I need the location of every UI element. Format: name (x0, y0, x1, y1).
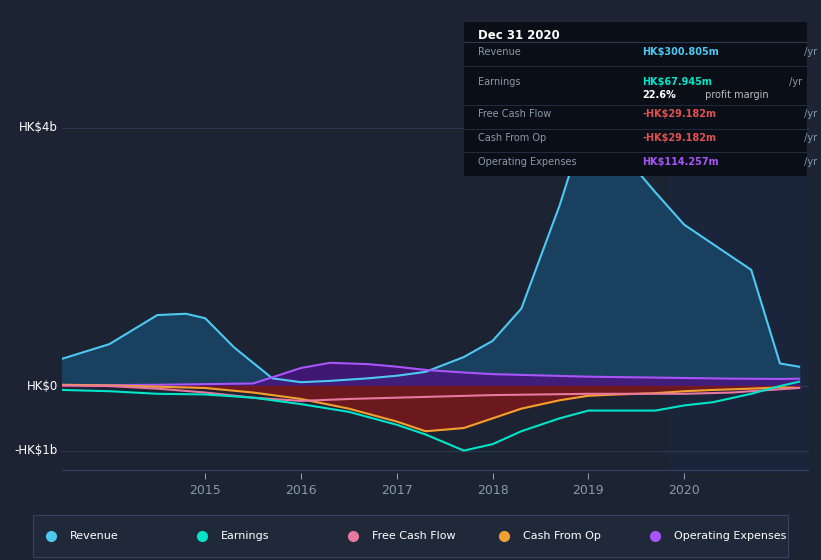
Text: /yr: /yr (787, 77, 803, 87)
Text: /yr: /yr (800, 133, 817, 143)
Text: HK$300.805m: HK$300.805m (642, 47, 719, 57)
Text: profit margin: profit margin (703, 90, 769, 100)
Text: HK$0: HK$0 (26, 380, 57, 393)
Text: HK$114.257m: HK$114.257m (642, 157, 719, 167)
Text: /yr: /yr (800, 47, 817, 57)
Bar (670, 50, 809, 473)
Text: Operating Expenses: Operating Expenses (674, 531, 787, 541)
Text: Dec 31 2020: Dec 31 2020 (478, 29, 559, 41)
Text: 22.6%: 22.6% (642, 90, 676, 100)
Text: Revenue: Revenue (478, 47, 521, 57)
Text: /yr: /yr (800, 109, 817, 119)
Text: Earnings: Earnings (478, 77, 520, 87)
Text: /yr: /yr (800, 157, 817, 167)
Text: Free Cash Flow: Free Cash Flow (372, 531, 456, 541)
Text: Cash From Op: Cash From Op (523, 531, 601, 541)
Text: -HK$29.182m: -HK$29.182m (642, 109, 716, 119)
Text: Free Cash Flow: Free Cash Flow (478, 109, 551, 119)
Text: HK$67.945m: HK$67.945m (642, 77, 712, 87)
Text: Cash From Op: Cash From Op (478, 133, 546, 143)
Text: Earnings: Earnings (221, 531, 269, 541)
Text: -HK$29.182m: -HK$29.182m (642, 133, 716, 143)
Text: Revenue: Revenue (70, 531, 118, 541)
Text: -HK$1b: -HK$1b (15, 444, 57, 457)
Text: Operating Expenses: Operating Expenses (478, 157, 576, 167)
Text: HK$4b: HK$4b (19, 122, 57, 134)
